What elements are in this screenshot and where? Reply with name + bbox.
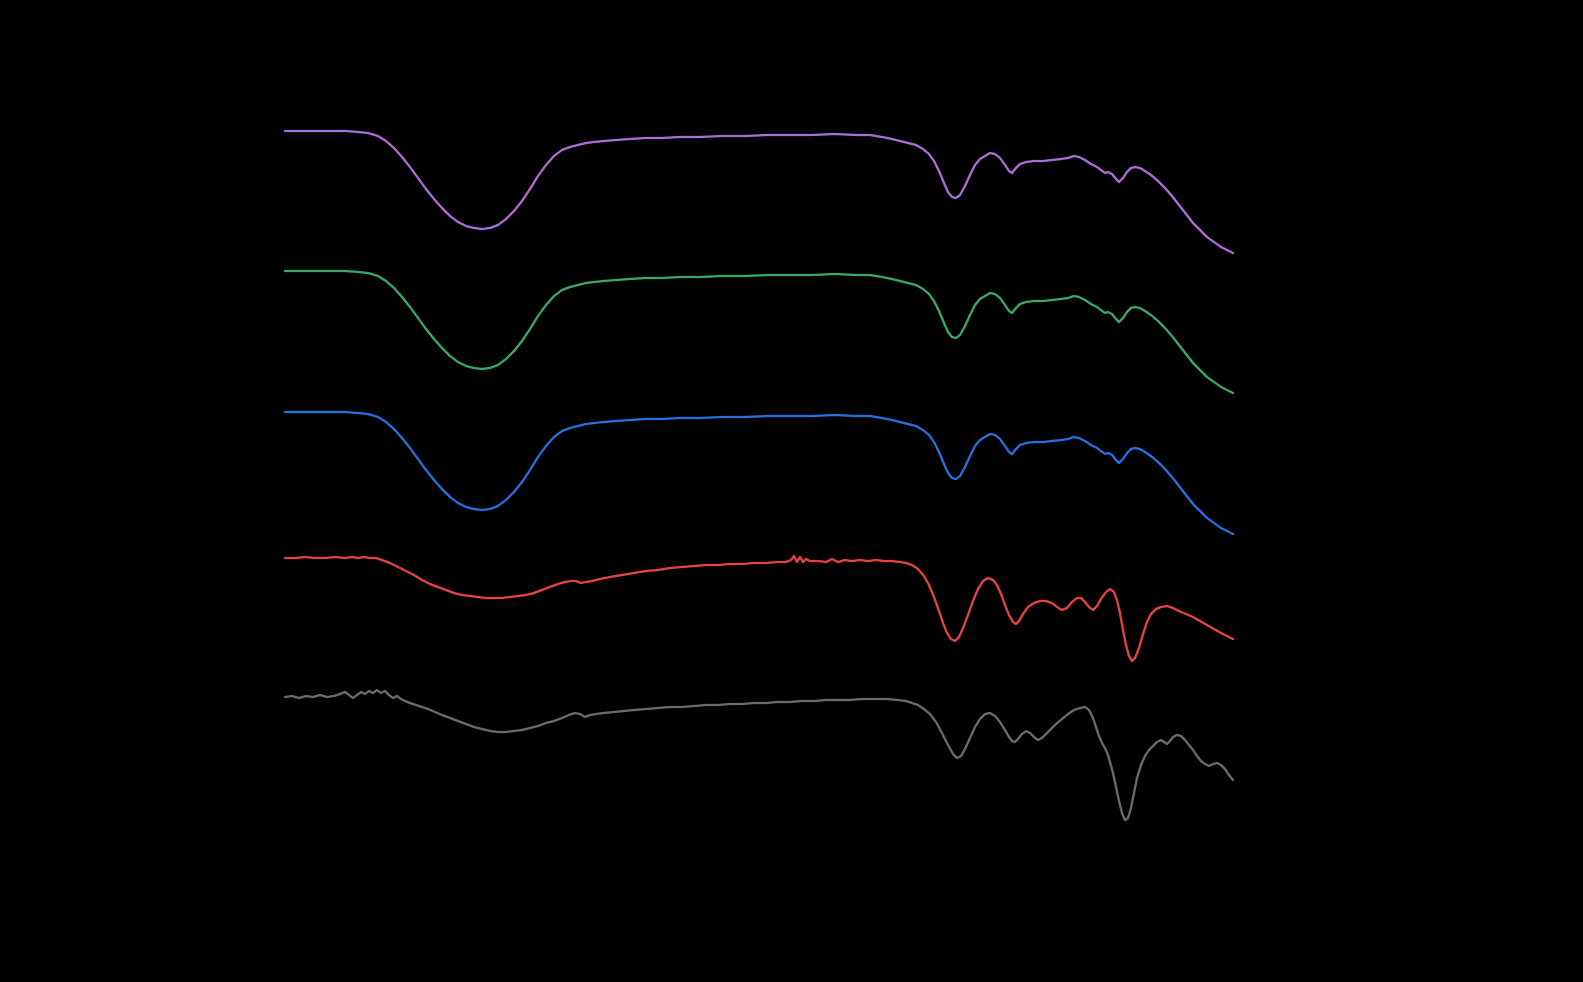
spectrum-curve-red-spectrum xyxy=(283,554,1235,663)
spectrum-curve-green-spectrum xyxy=(283,269,1235,395)
spectrum-curve-blue-spectrum xyxy=(283,410,1235,536)
spectrum-curve-gray-spectrum xyxy=(283,688,1235,822)
spectrum-curve-purple-spectrum xyxy=(283,129,1235,255)
